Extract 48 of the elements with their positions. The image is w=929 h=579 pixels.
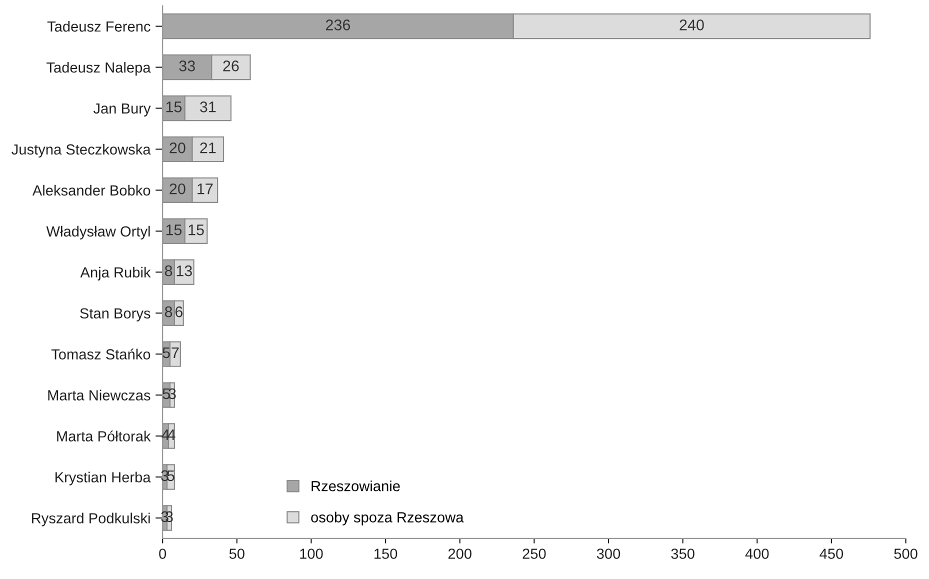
- x-tick-label: 150: [374, 548, 398, 559]
- y-tick-label: Ryszard Podkulski: [32, 512, 150, 526]
- data-label: 3: [168, 388, 176, 400]
- data-label: 13: [176, 265, 192, 276]
- data-label: 31: [200, 102, 216, 112]
- data-label: 8: [164, 306, 172, 318]
- y-tick-label: Tomasz Stańko: [51, 348, 150, 360]
- x-tick-label: 50: [229, 548, 244, 559]
- data-label: 6: [175, 306, 183, 318]
- data-label: 15: [188, 224, 204, 236]
- data-label: 20: [170, 142, 186, 154]
- data-label: 5: [162, 388, 170, 400]
- x-tick-label: 350: [671, 548, 694, 559]
- data-label: 15: [166, 224, 182, 236]
- y-tick-label: Aleksander Bobko: [32, 184, 150, 196]
- data-label: 5: [167, 470, 174, 482]
- data-label: 33: [179, 60, 195, 72]
- legend-label: Rzeszowianie: [312, 480, 400, 492]
- data-label: 5: [162, 348, 170, 358]
- x-tick-label: 300: [596, 548, 620, 559]
- x-tick-label: 500: [894, 548, 918, 559]
- x-tick-label: 0: [159, 548, 166, 559]
- data-label: 7: [172, 348, 179, 358]
- y-tick-label: Justyna Steczkowska: [12, 144, 151, 158]
- legend-label: osoby spoza Rzeszowa: [311, 512, 464, 526]
- x-tick-label: 200: [448, 548, 472, 559]
- data-label: 17: [198, 184, 213, 194]
- data-label: 26: [223, 60, 239, 72]
- data-label: 15: [166, 102, 182, 112]
- y-tick-label: Anja Rubik: [80, 266, 151, 280]
- y-tick-label: Tadeusz Nalepa: [46, 62, 151, 76]
- x-tick-label: 400: [745, 548, 769, 559]
- y-tick-label: Jan Bury: [93, 103, 151, 117]
- data-label: 8: [164, 265, 172, 276]
- y-tick-label: Marta Niewczas: [48, 390, 150, 400]
- y-tick-label: Marta Półtorak: [57, 430, 151, 442]
- y-tick-label: Władysław Ortyl: [46, 226, 150, 240]
- data-label: 4: [168, 429, 176, 440]
- x-tick-label: 250: [522, 548, 546, 559]
- data-label: 236: [326, 20, 350, 30]
- y-tick-label: Krystian Herba: [56, 472, 151, 486]
- y-tick-label: Stan Borys: [80, 308, 150, 322]
- x-tick-label: 450: [820, 548, 844, 559]
- y-tick-label: Tadeusz Ferenc: [47, 20, 150, 32]
- data-label: 21: [200, 142, 216, 154]
- data-label: 240: [680, 20, 704, 30]
- data-label: 20: [170, 183, 186, 194]
- x-tick-label: 100: [300, 548, 323, 559]
